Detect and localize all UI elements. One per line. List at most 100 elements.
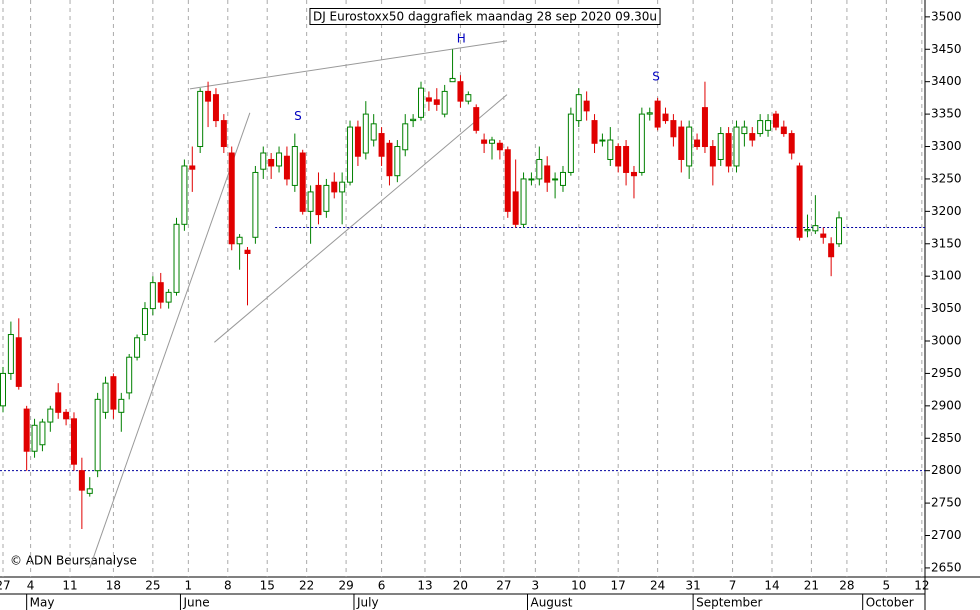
candle-body bbox=[268, 158, 275, 167]
y-tick-label: 3400 bbox=[931, 74, 962, 88]
candle-body bbox=[402, 123, 409, 151]
candle-body bbox=[157, 282, 164, 303]
y-tick-label: 3300 bbox=[931, 139, 962, 153]
candle-body bbox=[741, 126, 748, 135]
candle-body bbox=[733, 126, 740, 167]
y-tick-label: 3200 bbox=[931, 204, 962, 218]
candle-body bbox=[473, 107, 480, 131]
y-tick-label: 2900 bbox=[931, 398, 962, 412]
y-tick-label: 3500 bbox=[931, 9, 962, 23]
x-tick-label: 20 bbox=[453, 579, 468, 593]
x-tick-label: 21 bbox=[804, 579, 819, 593]
x-tick-label: 27 bbox=[0, 579, 11, 593]
candle-body bbox=[331, 181, 338, 193]
y-tick-label: 2700 bbox=[931, 528, 962, 542]
candle-body bbox=[220, 120, 227, 148]
candle-body bbox=[126, 356, 133, 394]
candle-body bbox=[488, 139, 495, 144]
y-tick-label: 3450 bbox=[931, 42, 962, 56]
candle-body bbox=[283, 155, 290, 180]
title-box bbox=[309, 8, 661, 25]
candle-body bbox=[607, 139, 614, 160]
y-tick-label: 2850 bbox=[931, 431, 962, 445]
y-tick-label: 3150 bbox=[931, 236, 962, 250]
candle-body bbox=[457, 81, 464, 102]
x-tick-label: 10 bbox=[571, 579, 586, 593]
candle-body bbox=[433, 99, 440, 105]
trend-line bbox=[189, 40, 508, 90]
candle-body bbox=[410, 118, 417, 122]
month-label: October bbox=[866, 596, 914, 610]
candle-body bbox=[315, 184, 322, 216]
candle-body bbox=[528, 178, 535, 181]
month-label: July bbox=[356, 596, 379, 610]
y-tick-label: 3350 bbox=[931, 107, 962, 121]
candle-body bbox=[205, 90, 212, 102]
candle-body bbox=[370, 123, 377, 141]
y-tick-label: 3050 bbox=[931, 301, 962, 315]
candle-body bbox=[788, 133, 795, 154]
x-tick-label: 17 bbox=[611, 579, 626, 593]
candle-body bbox=[354, 126, 361, 157]
candle-body bbox=[212, 94, 219, 122]
candle-body bbox=[717, 133, 724, 160]
candle-body bbox=[623, 146, 630, 173]
candle-body bbox=[828, 243, 835, 258]
candle-body bbox=[465, 94, 472, 102]
x-tick-label: 7 bbox=[729, 579, 737, 593]
x-tick-label: 29 bbox=[338, 579, 353, 593]
x-tick-label: 1 bbox=[185, 579, 193, 593]
candle-body bbox=[670, 120, 677, 138]
candle-body bbox=[757, 120, 764, 135]
candle-body bbox=[772, 113, 779, 128]
copyright: © ADN Beursanalyse bbox=[10, 554, 137, 568]
candle-body bbox=[23, 408, 30, 452]
candle-body bbox=[94, 398, 101, 472]
candle-body bbox=[323, 184, 330, 212]
candle-body bbox=[386, 142, 393, 177]
candle-body bbox=[347, 126, 354, 183]
candle-body bbox=[15, 337, 22, 387]
candle-body bbox=[149, 282, 156, 310]
candle-body bbox=[512, 191, 519, 225]
candle-body bbox=[749, 133, 756, 141]
candle-body bbox=[244, 249, 251, 254]
candle-body bbox=[307, 191, 314, 212]
candle-body bbox=[47, 408, 54, 423]
candle-body bbox=[520, 178, 527, 225]
x-tick-label: 6 bbox=[378, 579, 386, 593]
candle-body bbox=[678, 126, 685, 160]
candle-body bbox=[339, 181, 346, 193]
candle-body bbox=[110, 376, 117, 410]
candle-body bbox=[418, 87, 425, 118]
candle-body bbox=[197, 90, 204, 148]
candle-body bbox=[181, 165, 188, 225]
candle-body bbox=[575, 94, 582, 122]
candle-body bbox=[449, 77, 456, 83]
y-tick-label: 3000 bbox=[931, 334, 962, 348]
candle-body bbox=[102, 382, 109, 413]
x-tick-label: 13 bbox=[417, 579, 432, 593]
candle-body bbox=[796, 165, 803, 238]
candle-body bbox=[141, 308, 148, 336]
candle-body bbox=[496, 142, 503, 151]
candle-body bbox=[55, 392, 62, 413]
x-tick-label: 24 bbox=[650, 579, 665, 593]
y-tick-label: 2950 bbox=[931, 366, 962, 380]
candle-body bbox=[820, 233, 827, 238]
candle-body bbox=[86, 488, 93, 494]
trend-line bbox=[89, 112, 251, 569]
candle-body bbox=[765, 120, 772, 131]
candle-body bbox=[615, 146, 622, 167]
candle-body bbox=[228, 152, 235, 245]
y-tick-label: 3100 bbox=[931, 269, 962, 283]
candle-body bbox=[544, 165, 551, 183]
candle-body bbox=[63, 411, 70, 420]
candle-body bbox=[39, 421, 46, 446]
x-tick-label: 12 bbox=[914, 579, 929, 593]
candle-body bbox=[552, 178, 559, 181]
x-tick-label: 18 bbox=[106, 579, 121, 593]
candle-body bbox=[630, 171, 637, 177]
x-tick-label: 4 bbox=[27, 579, 35, 593]
